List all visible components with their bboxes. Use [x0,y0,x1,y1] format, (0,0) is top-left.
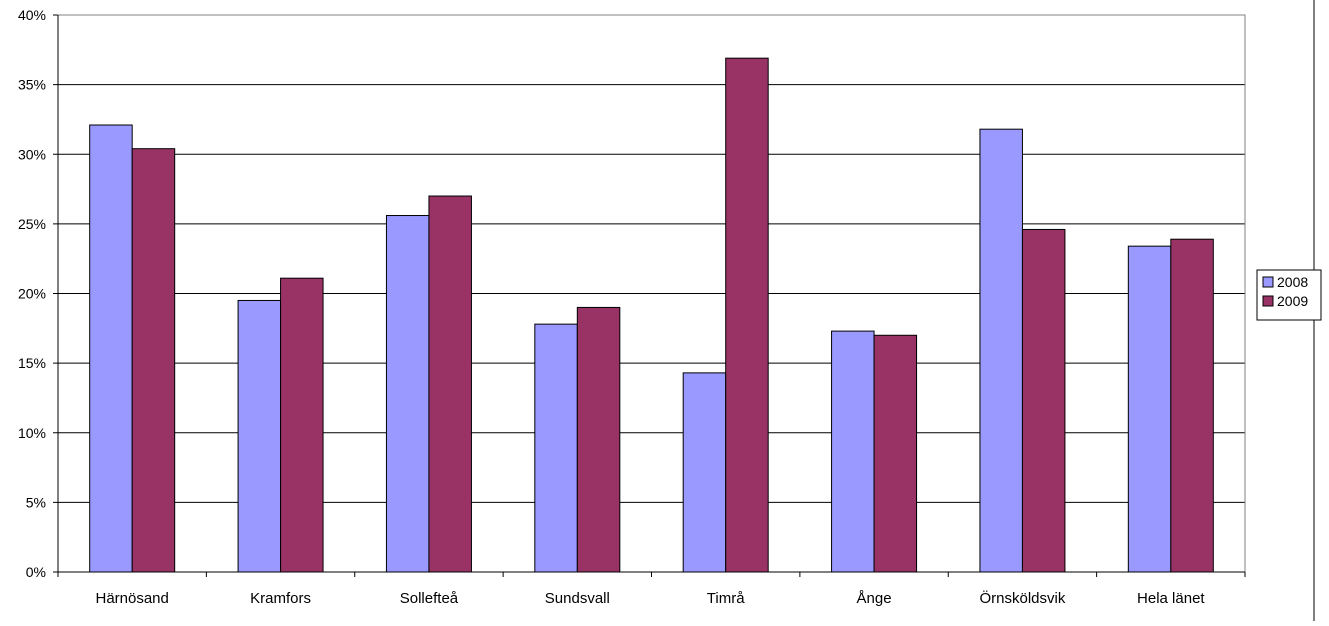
legend-swatch [1262,276,1274,288]
legend-swatch [1262,295,1274,307]
bar [237,299,282,573]
legend-label: 2009 [1277,293,1308,309]
y-tick-label: 0% [26,564,46,580]
x-tick-label: Sundsvall [545,590,610,607]
legend-label: 2008 [1277,274,1308,290]
bar [534,323,578,573]
legend: 2008 2009 [1256,269,1322,321]
x-tick-label: Timrå [707,590,745,607]
bars [89,57,1214,573]
y-tick-label: 5% [26,494,46,510]
bar [979,128,1023,573]
x-tick-label: Örnsköldsvik [980,589,1066,607]
bar [725,57,769,573]
bar [831,330,875,573]
bar [89,124,133,573]
bar [1021,228,1066,573]
y-tick-label: 30% [18,146,46,162]
y-tick-label: 25% [18,216,46,232]
tick-labels: 0% 5% 10% 15% 20% 25% 30% 35% 40% Härnösand Kramfo… [18,7,1205,607]
x-tick-label: Sollefteå [400,590,459,607]
bar [280,277,324,573]
bar [1170,238,1214,573]
x-tick-label: Hela länet [1137,590,1205,607]
bar [428,195,472,573]
bar [576,306,621,573]
gridlines [58,14,1245,503]
bar [682,372,727,573]
axes [53,14,1246,577]
bar [873,334,918,573]
y-tick-label: 35% [18,77,46,93]
y-tick-label: 40% [18,7,46,23]
x-tick-label: Ånge [857,590,892,607]
x-tick-label: Kramfors [250,590,311,607]
bar [385,215,430,573]
y-tick-label: 10% [18,425,46,441]
bar [131,148,176,573]
y-tick-label: 15% [18,355,46,371]
x-tick-label: Härnösand [95,590,168,607]
y-tick-label: 20% [18,286,46,302]
bar [1127,245,1172,573]
